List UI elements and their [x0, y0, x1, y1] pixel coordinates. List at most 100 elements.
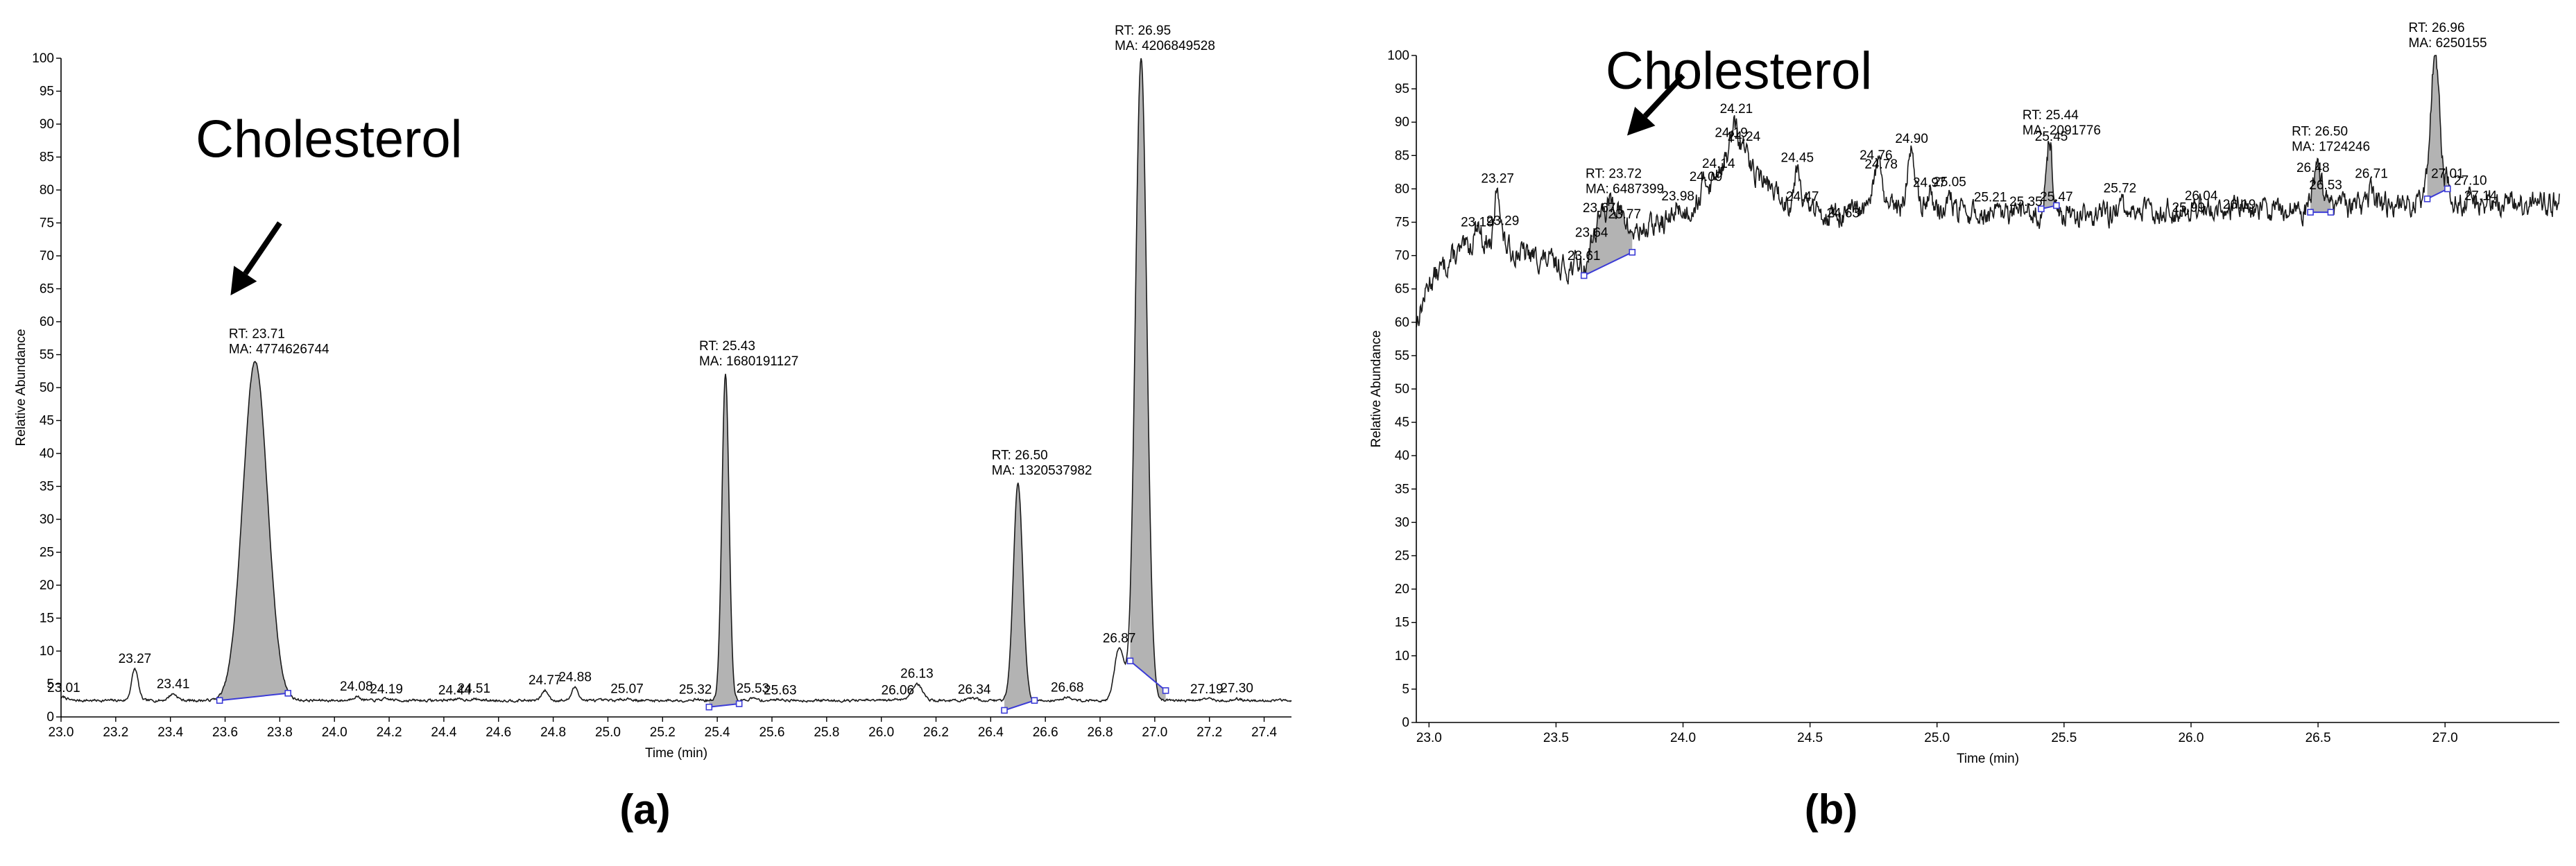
y-tick-label: 90	[1395, 115, 1409, 130]
integrated-peak-area	[1130, 58, 1166, 702]
integration-marker	[2053, 202, 2060, 209]
peak-rt-annotation: RT: 26.50	[2292, 124, 2348, 139]
peak-rt-label: 24.45	[1781, 151, 1814, 166]
y-tick-label: 75	[40, 216, 54, 231]
integration-marker	[2038, 205, 2045, 213]
peak-rt-label: 25.99	[2172, 200, 2206, 215]
x-tick-label: 27.4	[1251, 725, 1277, 740]
integrated-peak-area	[2041, 141, 2056, 218]
integration-marker	[1162, 687, 1169, 694]
integration-baseline	[1583, 251, 1633, 277]
peak-rt-label: 26.48	[2296, 161, 2330, 175]
peak-area-annotation: MA: 6250155	[2409, 36, 2487, 51]
y-tick-label: 35	[1395, 482, 1409, 496]
y-tick-label: 55	[40, 348, 54, 363]
x-tick-label: 25.0	[1924, 731, 1950, 745]
integration-marker	[2327, 209, 2335, 216]
x-tick-label: 23.8	[267, 725, 293, 740]
y-tick-label: 65	[1395, 282, 1409, 297]
peak-rt-label: 24.44	[438, 683, 472, 698]
y-tick-label: 10	[1395, 649, 1409, 664]
peak-rt-label: 26.87	[1103, 631, 1136, 646]
y-tick-label: 60	[1395, 315, 1409, 330]
x-tick-label: 24.6	[486, 725, 511, 740]
y-tick-label: 20	[40, 578, 54, 593]
y-tick-label: 15	[1395, 616, 1409, 630]
peak-rt-label: 24.88	[558, 670, 592, 684]
integration-baseline	[1004, 700, 1035, 711]
peak-rt-label: 23.67	[1583, 201, 1616, 216]
peak-rt-label: 25.72	[2104, 182, 2137, 196]
peak-rt-annotation: RT: 26.95	[1115, 24, 1171, 38]
peak-rt-label: 26.71	[2355, 167, 2388, 182]
integrated-peak-area	[219, 361, 289, 701]
peak-area-annotation: MA: 2091776	[2023, 123, 2101, 138]
peak-rt-annotation: RT: 25.44	[2023, 108, 2079, 123]
integration-marker	[1001, 707, 1008, 714]
y-tick-label: 65	[40, 282, 54, 297]
y-tick-label: 15	[40, 612, 54, 626]
x-tick-label: 23.6	[212, 725, 238, 740]
peak-area-annotation: MA: 1320537982	[992, 463, 1092, 478]
peak-area-annotation: MA: 1680191127	[699, 354, 798, 369]
x-axis-label: Time (min)	[1957, 752, 2019, 766]
x-tick-label: 24.5	[1797, 731, 1823, 745]
peak-rt-label: 27.10	[2454, 174, 2487, 189]
chart-panel-a: 0 5 10 15 20 25 30 35 40 45 50 55 60 65 70 75 80 85 90 95 10…	[14, 24, 1292, 833]
peak-rt-label: 24.08	[340, 679, 373, 694]
integrated-peak-area	[2310, 158, 2331, 213]
x-tick-label: 24.0	[1670, 731, 1696, 745]
x-tick-label: 25.4	[705, 725, 730, 740]
x-tick-label: 26.4	[978, 725, 1004, 740]
peak-rt-label: 25.21	[1974, 191, 2007, 205]
peak-rt-label: 26.06	[882, 684, 915, 698]
y-tick-label: 30	[40, 512, 54, 527]
peak-rt-label: 27.19	[1190, 682, 1223, 697]
peak-rt-annotation: RT: 25.43	[699, 339, 755, 354]
peak-rt-label: 25.35	[2009, 195, 2043, 209]
y-tick-label: 50	[40, 381, 54, 395]
peak-rt-label: 25.05	[1933, 175, 1966, 190]
annotation-arrowhead	[1626, 106, 1656, 136]
y-tick-label: 5	[46, 677, 54, 692]
peak-rt-label: 25.32	[679, 682, 712, 697]
annotation-arrowhead	[230, 266, 257, 295]
peak-rt-label: 24.19	[1715, 125, 1748, 140]
x-tick-label: 24.2	[377, 725, 402, 740]
peak-rt-label: 24.19	[370, 682, 403, 697]
peak-rt-label: 24.76	[1860, 148, 1893, 163]
integration-marker	[284, 689, 292, 697]
peak-rt-label: 24.78	[1864, 157, 1898, 172]
x-tick-label: 27.0	[2432, 731, 2458, 745]
peak-rt-label: 26.19	[2223, 198, 2256, 212]
peak-rt-label: 24.77	[529, 673, 562, 688]
integrated-peak-area	[1004, 483, 1035, 711]
y-axis-label: Relative Abundance	[1369, 330, 1384, 447]
y-tick-label: 60	[40, 315, 54, 329]
y-tick-label: 30	[1395, 515, 1409, 530]
y-tick-label: 40	[40, 447, 54, 461]
x-tick-label: 24.0	[322, 725, 347, 740]
peak-area-annotation: MA: 4206849528	[1115, 39, 1215, 53]
peak-rt-label: 24.21	[1720, 102, 1753, 116]
x-tick-label: 27.0	[1142, 725, 1167, 740]
panel-label: (b)	[1805, 786, 1858, 833]
integration-baseline	[219, 692, 289, 702]
annotation-arrow	[243, 221, 282, 275]
x-tick-label: 27.2	[1196, 725, 1222, 740]
integration-baseline	[2427, 188, 2448, 200]
y-tick-label: 20	[1395, 582, 1409, 597]
peak-rt-label: 23.98	[1661, 189, 1694, 204]
peak-rt-label: 27.14	[2464, 189, 2498, 203]
x-tick-label: 23.0	[49, 725, 74, 740]
y-tick-label: 95	[40, 85, 54, 99]
integration-marker	[1580, 272, 1588, 279]
peak-rt-label: 25.53	[737, 682, 770, 696]
y-tick-label: 70	[1395, 249, 1409, 263]
integration-marker	[1629, 248, 1636, 256]
integration-baseline	[709, 703, 739, 708]
peak-rt-label: 26.53	[2309, 178, 2342, 193]
x-tick-label: 25.6	[759, 725, 784, 740]
annotation-arrow	[1642, 73, 1685, 119]
y-tick-label: 85	[40, 150, 54, 165]
